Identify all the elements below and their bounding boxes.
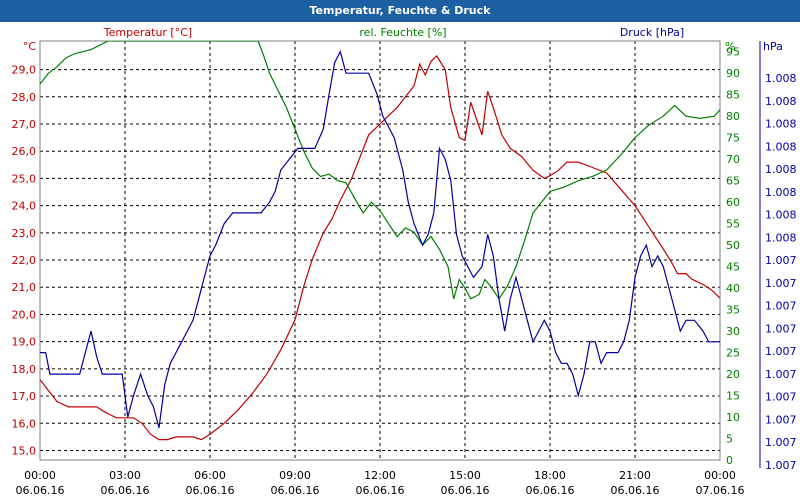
x-tick-time: 03:00 bbox=[109, 469, 141, 482]
temperature-tick-label: 29,0 bbox=[12, 64, 37, 77]
temperature-tick-label: 25,0 bbox=[12, 172, 37, 185]
x-tick-time: 21:00 bbox=[619, 469, 651, 482]
humidity-line bbox=[40, 41, 720, 300]
pressure-tick-label: 1.007 bbox=[765, 322, 797, 335]
temperature-tick-label: 21,0 bbox=[12, 281, 37, 294]
x-tick-date: 06.06.16 bbox=[441, 484, 490, 497]
pressure-tick-label: 1.007 bbox=[765, 345, 797, 358]
humidity-tick-label: 35 bbox=[726, 304, 740, 317]
humidity-tick-label: 90 bbox=[726, 67, 740, 80]
humidity-tick-label: 15 bbox=[726, 390, 740, 403]
humidity-tick-label: 5 bbox=[726, 433, 733, 446]
pressure-axis: hPa 1.007 1.007 1.007 1.007 1.007 1.007 1.007 1.… bbox=[759, 40, 797, 472]
pressure-tick-label: 1.007 bbox=[765, 254, 797, 267]
humidity-tick-label: 55 bbox=[726, 218, 740, 231]
window-title: Temperatur, Feuchte & Druck bbox=[0, 0, 800, 22]
humidity-tick-label: 65 bbox=[726, 175, 740, 188]
temperature-unit: °C bbox=[23, 40, 37, 53]
humidity-axis: % 0 5 10 15 20 25 30 35 40 45 50 55 60 65 70 75 80 85 90 95 bbox=[725, 40, 740, 467]
plot-frame bbox=[39, 40, 721, 461]
series-header: rel. Feuchte [%] bbox=[359, 26, 446, 39]
x-tick-date: 06.06.16 bbox=[356, 484, 405, 497]
temperature-line bbox=[40, 55, 720, 441]
pressure-tick-label: 1.008 bbox=[765, 209, 797, 222]
pressure-tick-label: 1.008 bbox=[765, 231, 797, 244]
temperature-tick-label: 17,0 bbox=[12, 390, 37, 403]
temperature-tick-label: 18,0 bbox=[12, 363, 37, 376]
humidity-tick-label: 45 bbox=[726, 261, 740, 274]
x-tick-date: 06.06.16 bbox=[611, 484, 660, 497]
x-tick-time: 18:00 bbox=[534, 469, 566, 482]
pressure-line bbox=[40, 50, 720, 428]
temperature-tick-label: 16,0 bbox=[12, 417, 37, 430]
pressure-tick-label: 1.007 bbox=[765, 459, 797, 472]
pressure-tick-label: 1.007 bbox=[765, 300, 797, 313]
humidity-tick-label: 20 bbox=[726, 368, 740, 381]
temperature-tick-label: 19,0 bbox=[12, 336, 37, 349]
x-tick-time: 12:00 bbox=[364, 469, 396, 482]
pressure-unit: hPa bbox=[763, 40, 783, 53]
pressure-tick-label: 1.008 bbox=[765, 163, 797, 176]
humidity-tick-label: 30 bbox=[726, 325, 740, 338]
x-tick-time: 15:00 bbox=[449, 469, 481, 482]
temperature-axis: 15,0 16,0 17,0 18,0 19,0 20,0 21,0 22,0 23,0 24,0… bbox=[12, 40, 37, 457]
pressure-tick-label: 1.007 bbox=[765, 368, 797, 381]
series-header: Temperatur [°C] bbox=[103, 26, 192, 39]
humidity-tick-label: 25 bbox=[726, 347, 740, 360]
temperature-tick-label: 20,0 bbox=[12, 308, 37, 321]
x-tick-time: 00:00 bbox=[704, 469, 736, 482]
pressure-tick-label: 1.008 bbox=[765, 118, 797, 131]
grid bbox=[39, 40, 721, 461]
pressure-tick-label: 1.007 bbox=[765, 391, 797, 404]
x-tick-date: 06.06.16 bbox=[526, 484, 575, 497]
time-axis: 00:00 06.06.16 03:00 06.06.16 06:00 06.06.16 0… bbox=[16, 469, 745, 497]
x-tick-date: 07.06.16 bbox=[696, 484, 745, 497]
temperature-tick-label: 15,0 bbox=[12, 444, 37, 457]
x-tick-time: 00:00 bbox=[24, 469, 56, 482]
temperature-tick-label: 27,0 bbox=[12, 118, 37, 131]
humidity-tick-label: 50 bbox=[726, 239, 740, 252]
x-tick-date: 06.06.16 bbox=[16, 484, 65, 497]
x-tick-time: 09:00 bbox=[279, 469, 311, 482]
pressure-tick-label: 1.007 bbox=[765, 277, 797, 290]
humidity-tick-label: 70 bbox=[726, 153, 740, 166]
x-tick-time: 06:00 bbox=[194, 469, 226, 482]
pressure-tick-label: 1.008 bbox=[765, 72, 797, 85]
pressure-tick-label: 1.007 bbox=[765, 413, 797, 426]
temperature-tick-label: 24,0 bbox=[12, 200, 37, 213]
temperature-tick-label: 26,0 bbox=[12, 145, 37, 158]
humidity-tick-label: 95 bbox=[726, 46, 740, 59]
humidity-tick-label: 85 bbox=[726, 89, 740, 102]
x-tick-date: 06.06.16 bbox=[271, 484, 320, 497]
temperature-tick-label: 23,0 bbox=[12, 227, 37, 240]
humidity-tick-label: 80 bbox=[726, 110, 740, 123]
pressure-tick-label: 1.008 bbox=[765, 95, 797, 108]
pressure-tick-label: 1.008 bbox=[765, 186, 797, 199]
humidity-tick-label: 75 bbox=[726, 132, 740, 145]
chart-area: 15,0 16,0 17,0 18,0 19,0 20,0 21,0 22,0 23,0 24,0… bbox=[12, 26, 797, 497]
x-tick-date: 06.06.16 bbox=[101, 484, 150, 497]
temperature-tick-label: 28,0 bbox=[12, 91, 37, 104]
series-header: Druck [hPa] bbox=[620, 26, 684, 39]
humidity-tick-label: 0 bbox=[726, 454, 733, 467]
series-lines bbox=[40, 41, 720, 441]
humidity-tick-label: 60 bbox=[726, 196, 740, 209]
humidity-tick-label: 40 bbox=[726, 282, 740, 295]
series-headers: Temperatur [°C] rel. Feuchte [%] Druck [hP… bbox=[103, 26, 684, 39]
x-tick-date: 06.06.16 bbox=[186, 484, 235, 497]
pressure-tick-label: 1.008 bbox=[765, 140, 797, 153]
temperature-tick-label: 22,0 bbox=[12, 254, 37, 267]
humidity-unit: % bbox=[725, 40, 735, 53]
humidity-tick-label: 10 bbox=[726, 411, 740, 424]
pressure-tick-label: 1.007 bbox=[765, 436, 797, 449]
